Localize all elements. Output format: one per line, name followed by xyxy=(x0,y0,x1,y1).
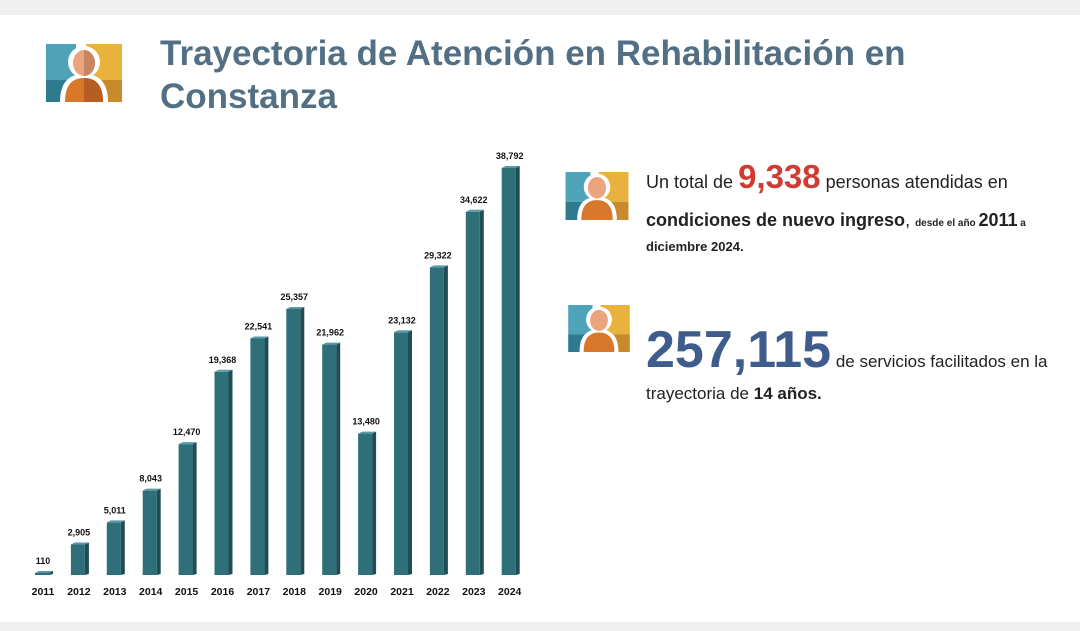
bar-top-2024 xyxy=(501,166,520,168)
stat1-small: desde el año xyxy=(915,218,979,229)
x-tick-2020: 2020 xyxy=(354,586,378,598)
x-tick-2014: 2014 xyxy=(139,586,163,598)
stat1-year: 2011 xyxy=(978,210,1018,230)
data-label-2014: 8,043 xyxy=(139,474,162,484)
bar-2014 xyxy=(142,490,157,575)
bar-2016 xyxy=(214,371,229,575)
bar-chart: 110 2011 2,905 2012 5,011 2013 8,043 2014 12,470… xyxy=(32,151,524,598)
bar-side-2012 xyxy=(84,542,89,575)
stat1-number: 9,338 xyxy=(738,158,821,195)
x-tick-2018: 2018 xyxy=(283,586,307,598)
data-label-2020: 13,480 xyxy=(352,417,380,427)
bar-top-2016 xyxy=(214,369,233,372)
data-label-2019: 21,962 xyxy=(316,328,344,338)
bar-top-2015 xyxy=(178,442,197,445)
bar-side-2014 xyxy=(156,488,161,575)
bar-side-2019 xyxy=(336,342,341,575)
data-label-2022: 29,322 xyxy=(424,250,452,260)
x-tick-2021: 2021 xyxy=(390,586,414,598)
stat1-bold: condiciones de nuevo ingreso xyxy=(646,210,906,230)
bar-2012 xyxy=(70,544,85,575)
data-label-2015: 12,470 xyxy=(173,427,201,437)
bar-top-2012 xyxy=(70,542,89,545)
bar-side-2015 xyxy=(192,442,197,575)
x-tick-2023: 2023 xyxy=(462,586,486,598)
bar-2020 xyxy=(358,433,373,575)
bar-side-2017 xyxy=(264,336,269,575)
bar-2013 xyxy=(106,522,121,575)
bar-2021 xyxy=(394,332,408,575)
x-tick-2015: 2015 xyxy=(175,586,199,598)
stat1-prefix: Un total de xyxy=(646,172,739,192)
bar-side-2018 xyxy=(300,306,305,575)
bar-2024 xyxy=(501,168,516,575)
bar-side-2024 xyxy=(515,166,520,575)
bar-2017 xyxy=(250,338,265,575)
bar-side-2022 xyxy=(443,265,448,575)
data-label-2013: 5,011 xyxy=(104,505,126,515)
stat2-bold: 14 años. xyxy=(753,384,822,403)
logo-icon xyxy=(46,44,122,102)
bar-2015 xyxy=(178,444,193,575)
bar-top-2021 xyxy=(394,330,412,333)
data-label-2012: 2,905 xyxy=(68,528,91,538)
x-tick-2022: 2022 xyxy=(426,586,450,598)
stat1-comma: , xyxy=(905,210,916,230)
bar-side-2020 xyxy=(372,431,377,575)
stat2-number: 257,115 xyxy=(646,321,832,379)
logo-icon-stat1 xyxy=(565,172,629,220)
bar-top-2014 xyxy=(142,488,161,491)
data-label-2018: 25,357 xyxy=(281,292,309,302)
bar-2019 xyxy=(322,344,337,575)
bar-side-2013 xyxy=(120,520,125,575)
bar-side-2011 xyxy=(49,571,53,575)
bar-top-2019 xyxy=(322,342,341,345)
bar-side-2023 xyxy=(479,209,484,575)
data-label-2024: 38,792 xyxy=(496,151,524,161)
bar-top-2020 xyxy=(358,431,377,434)
bar-top-2018 xyxy=(286,306,305,309)
bar-2011 xyxy=(35,573,49,575)
bar-top-2023 xyxy=(465,209,484,212)
bar-top-2013 xyxy=(106,520,125,523)
x-tick-2017: 2017 xyxy=(247,586,271,598)
x-tick-2012: 2012 xyxy=(67,586,91,598)
data-label-2023: 34,622 xyxy=(460,195,488,205)
bar-2022 xyxy=(429,267,444,575)
x-tick-2024: 2024 xyxy=(498,586,522,598)
bar-side-2016 xyxy=(228,369,233,575)
page-title: Trayectoria de Atención en Rehabilitació… xyxy=(160,34,906,116)
logo-icon-stat2 xyxy=(568,305,630,352)
bar-side-2021 xyxy=(408,330,412,575)
x-tick-2019: 2019 xyxy=(319,586,343,598)
bar-top-2022 xyxy=(429,265,448,268)
x-tick-2011: 2011 xyxy=(32,586,55,598)
x-tick-2016: 2016 xyxy=(211,586,235,598)
bar-2023 xyxy=(465,211,480,575)
data-label-2017: 22,541 xyxy=(245,322,273,332)
stat1-small2: a xyxy=(1017,218,1026,229)
data-label-2021: 23,132 xyxy=(388,315,416,325)
x-tick-2013: 2013 xyxy=(103,586,127,598)
stat-new-admissions: Un total de 9,338 personas atendidas en … xyxy=(646,158,1066,255)
bar-2018 xyxy=(286,308,301,575)
data-label-2011: 110 xyxy=(36,556,51,566)
bar-top-2011 xyxy=(35,571,53,573)
data-label-2016: 19,368 xyxy=(209,355,237,365)
bar-top-2017 xyxy=(250,336,269,339)
stat1-suffix: personas atendidas en xyxy=(820,172,1008,192)
stat-services: 257,115 de servicios facilitados en la t… xyxy=(646,320,1080,404)
stat2-suffix: de servicios facilitados en la xyxy=(831,352,1048,371)
stat2-line2: trayectoria de xyxy=(646,384,754,403)
stat1-end: diciembre 2024. xyxy=(646,239,744,254)
